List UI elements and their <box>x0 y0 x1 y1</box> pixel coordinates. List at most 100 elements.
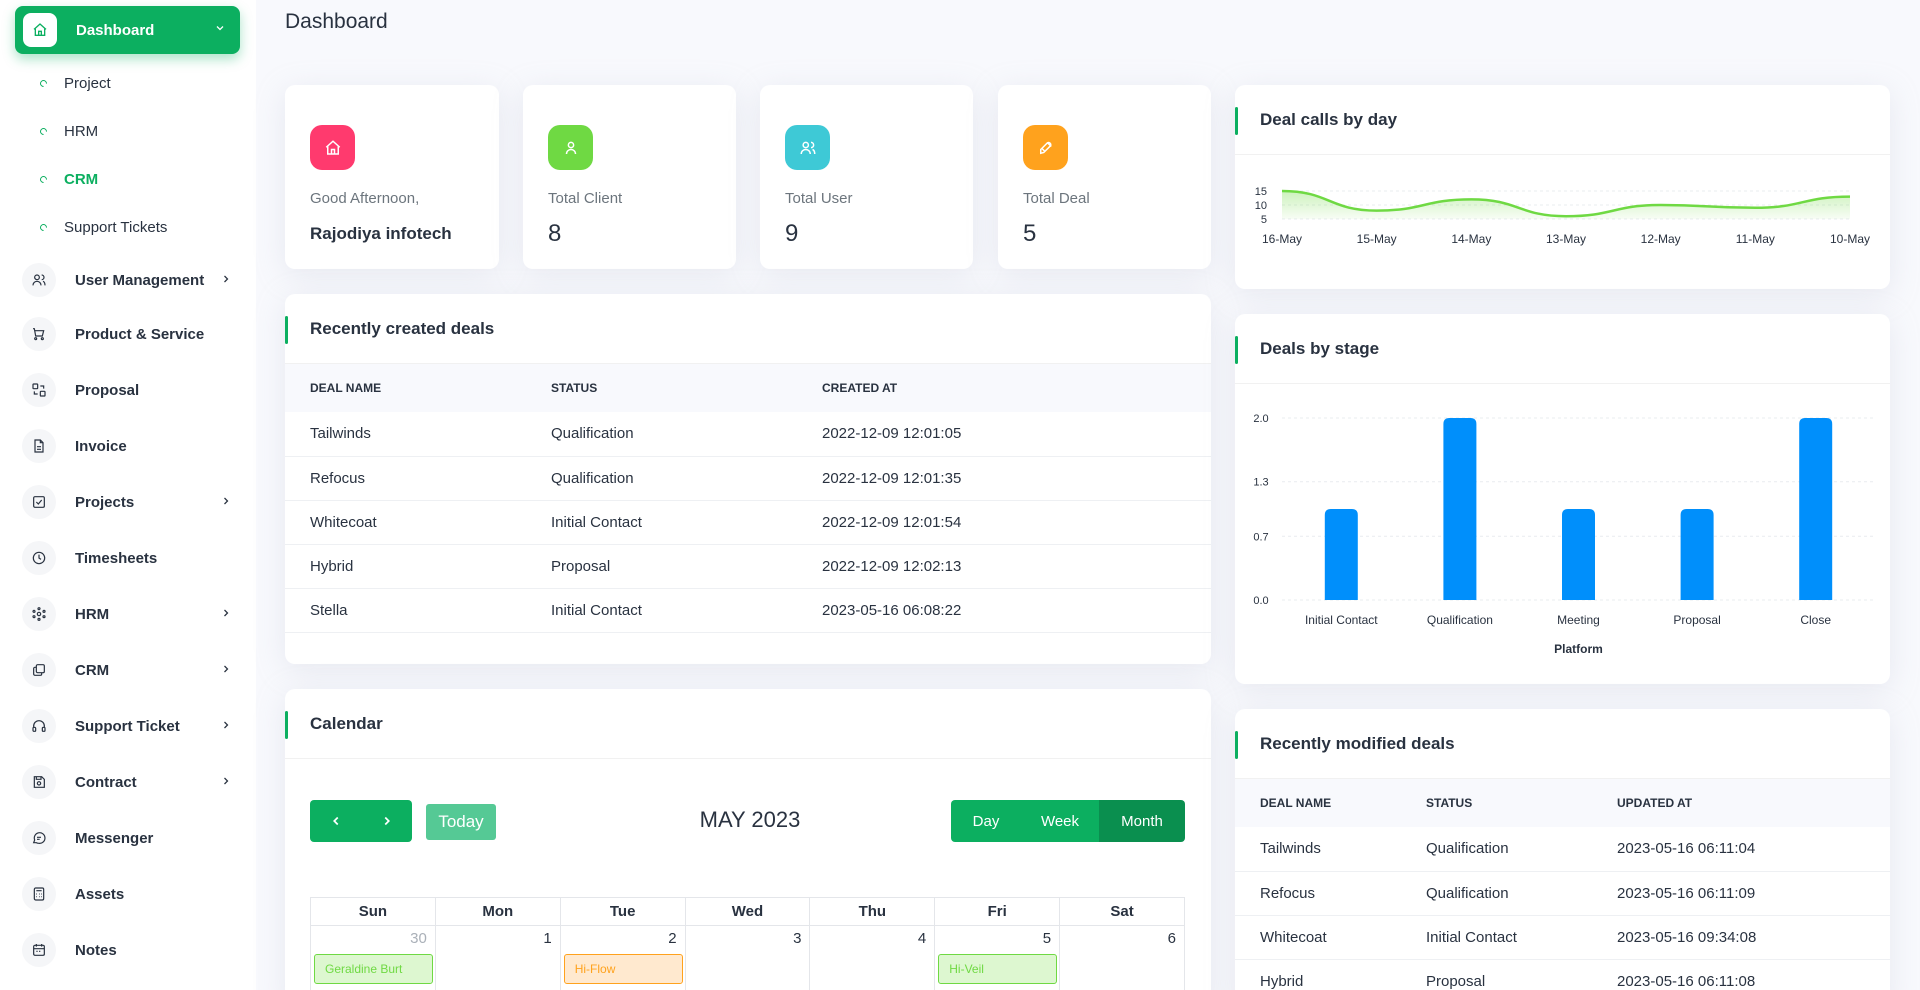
calendar-day[interactable]: 3 <box>684 925 811 990</box>
card-title: Calendar <box>285 689 1211 759</box>
sidebar-item-timesheets[interactable]: Timesheets <box>22 538 232 578</box>
calendar-day[interactable]: 6 <box>1059 925 1185 990</box>
chevron-right-icon <box>220 606 232 623</box>
calendar-day[interactable]: 4 <box>809 925 936 990</box>
table-cell: 2022-12-09 12:01:05 <box>797 412 1211 457</box>
calendar-grid: Sun Mon Tue Wed Thu Fri Sat 30 Geraldine… <box>310 897 1185 990</box>
series-area <box>1282 191 1850 219</box>
day-number: 4 <box>917 930 927 947</box>
x-tick-label: Close <box>1800 613 1831 627</box>
x-tick-label: 13-May <box>1546 232 1586 246</box>
weekday-header: Thu <box>809 897 936 926</box>
table-cell: Proposal <box>1401 959 1592 990</box>
sidebar: Dashboard Project HRM CRM Support Ticket… <box>0 0 256 990</box>
stat-label: Total Deal <box>1023 190 1090 207</box>
day-number: 1 <box>543 930 552 947</box>
table-cell: Qualification <box>1401 871 1592 916</box>
sidebar-item-support-ticket[interactable]: Support Ticket <box>22 706 232 746</box>
next-month-button[interactable] <box>361 800 412 842</box>
sidebar-item-projects[interactable]: Projects <box>22 482 232 522</box>
y-tick-label: 2.0 <box>1253 413 1268 425</box>
column-header: STATUS <box>526 364 797 412</box>
sidebar-subitem-support-tickets[interactable]: Support Tickets <box>38 215 167 239</box>
sidebar-item-invoice[interactable]: Invoice <box>22 426 232 466</box>
calendar-event[interactable]: Geraldine Burt <box>314 954 433 984</box>
table-cell: Tailwinds <box>1235 827 1401 872</box>
card-title: Recently created deals <box>285 294 1211 364</box>
weekday-header: Wed <box>684 897 811 926</box>
x-tick-label: 10-May <box>1830 232 1870 246</box>
deal-calls-card: Deal calls by day 15 10 5 16-May 15-May 14-Ma… <box>1235 85 1890 289</box>
calendar-day[interactable]: 1 <box>434 925 561 990</box>
table-cell: Proposal <box>526 544 797 589</box>
table-row: Hybrid Proposal 2022-12-09 12:02:13 <box>285 544 1211 589</box>
sidebar-item-contract[interactable]: Contract <box>22 762 232 802</box>
sidebar-item-label: Projects <box>75 493 135 511</box>
bullet-icon <box>38 174 49 184</box>
month-view-button[interactable]: Month <box>1099 800 1185 842</box>
sidebar-subitem-hrm[interactable]: HRM <box>38 119 98 143</box>
x-tick-label: Initial Contact <box>1305 613 1378 627</box>
sidebar-item-proposal[interactable]: Proposal <box>22 370 232 410</box>
table-cell: Whitecoat <box>1235 915 1401 960</box>
recent-deals-card: Recently created deals DEAL NAME STATUS … <box>285 294 1211 664</box>
sidebar-item-crm[interactable]: CRM <box>22 650 232 690</box>
x-tick-label: Qualification <box>1427 613 1493 627</box>
card-title: Deal calls by day <box>1235 85 1890 155</box>
sidebar-item-label: CRM <box>75 661 110 679</box>
calendar-event[interactable]: Hi-Flow <box>563 954 683 984</box>
table-cell: Stella <box>285 588 526 633</box>
company-name: Rajodiya infotech <box>310 224 452 243</box>
sidebar-item-label: Timesheets <box>75 549 158 567</box>
sidebar-item-label: HRM <box>75 605 110 623</box>
table-cell: Initial Contact <box>526 588 797 633</box>
series-line <box>1281 189 1851 218</box>
greeting-label: Good Afternoon, <box>310 190 420 207</box>
day-number: 6 <box>1167 930 1176 947</box>
sidebar-subitem-project[interactable]: Project <box>38 71 111 95</box>
chevron-down-icon <box>214 21 226 39</box>
layers-icon <box>22 653 56 687</box>
calendar-day[interactable]: 2 Hi-Flow <box>559 925 686 990</box>
table-row: Stella Initial Contact 2023-05-16 06:08:22 <box>285 588 1211 633</box>
clock-icon <box>22 541 56 575</box>
today-button[interactable]: Today <box>426 804 496 840</box>
sidebar-item-user-management[interactable]: User Management <box>22 260 232 300</box>
sidebar-subitem-crm[interactable]: CRM <box>38 167 98 191</box>
message-icon <box>22 821 56 855</box>
calendar-day[interactable]: 30 Geraldine Burt <box>310 925 436 990</box>
sidebar-item-messenger[interactable]: Messenger <box>22 818 232 858</box>
x-tick-label: 15-May <box>1357 232 1397 246</box>
table-row: Whitecoat Initial Contact 2023-05-16 09:34… <box>1235 915 1890 960</box>
transfer-icon <box>22 373 56 407</box>
sidebar-item-product-service[interactable]: Product & Service <box>22 314 232 354</box>
prev-month-button[interactable] <box>310 800 361 842</box>
table-cell: 2022-12-09 12:01:35 <box>797 456 1211 501</box>
day-view-button[interactable]: Day <box>951 800 1021 842</box>
sidebar-item-label: Proposal <box>75 381 140 399</box>
calendar-day[interactable]: 5 Hi-Veil <box>934 925 1061 990</box>
calendar-event[interactable]: Hi-Veil <box>938 954 1058 984</box>
greeting-card: Good Afternoon, Rajodiya infotech <box>285 85 499 269</box>
page-title: Dashboard <box>285 10 388 33</box>
cart-icon <box>22 317 56 351</box>
sidebar-item-assets[interactable]: Assets <box>22 874 232 914</box>
column-header: DEAL NAME <box>1235 779 1401 827</box>
calendar-month-title: MAY 2023 <box>699 807 801 832</box>
week-view-button[interactable]: Week <box>1021 800 1099 842</box>
total-deal-card: Total Deal 5 <box>998 85 1211 269</box>
table-cell: Qualification <box>1401 827 1592 872</box>
table-row: Hybrid Proposal 2023-05-16 06:11:08 <box>1235 959 1890 990</box>
stat-value: 9 <box>785 220 799 247</box>
bar <box>1324 509 1358 600</box>
sidebar-item-hrm[interactable]: HRM <box>22 594 232 634</box>
users-icon <box>785 125 830 170</box>
table-cell: Qualification <box>526 412 797 457</box>
x-tick-label: 11-May <box>1736 232 1775 246</box>
sidebar-item-notes[interactable]: Notes <box>22 930 232 970</box>
sidebar-item-dashboard[interactable]: Dashboard <box>15 6 240 54</box>
sidebar-item-label: User Management <box>75 271 205 289</box>
stat-label: Total Client <box>548 190 623 207</box>
sidebar-item-label: Dashboard <box>76 21 155 39</box>
y-tick-label: 0.0 <box>1253 595 1268 607</box>
